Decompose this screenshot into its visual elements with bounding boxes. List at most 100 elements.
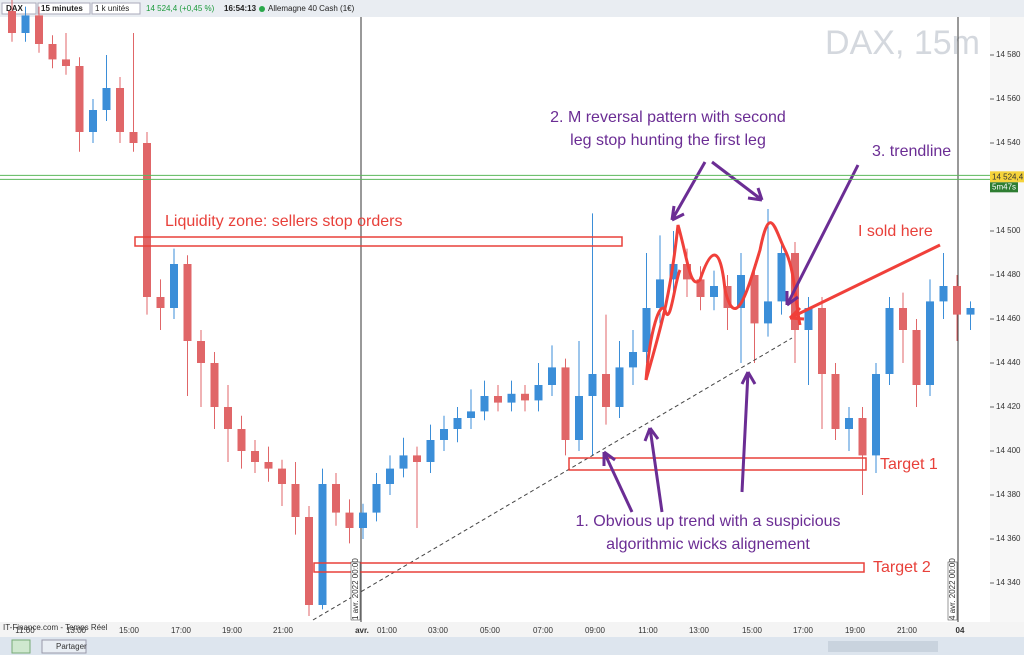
candle-body [264,462,273,469]
day-marker: 4 avr. 2022 00:00 [948,558,957,620]
candle-body [696,279,705,297]
annotation: I sold here [858,223,933,240]
candle-body [534,385,543,401]
candle-body [210,363,219,407]
candle-body [521,393,529,401]
x-tick-label: 13:00 [689,626,710,635]
candle-body [345,512,354,528]
candle-body [156,297,165,308]
x-tick-label: 15:00 [119,626,140,635]
x-tick-label: 17:00 [793,626,814,635]
candle-body [318,484,327,605]
candle-body [332,484,340,513]
purple-arrows [602,160,860,513]
day-marker-box [947,561,958,621]
candle-body [966,308,975,315]
candle-body [548,367,556,385]
annotation: leg stop hunting the first leg [570,132,766,149]
candle-body [89,110,97,132]
y-tick-label: 14 380 [996,490,1021,499]
candle-body [656,279,664,308]
y-tick-label: 14 400 [996,446,1021,455]
units-box[interactable] [91,2,141,15]
annotation: Liquidity zone: sellers stop orders [165,213,402,230]
y-tick-label: 14 560 [996,94,1021,103]
x-tick-label: 11:00 [15,626,35,635]
x-tick-label: 04 [956,626,965,635]
target1-zone [568,457,867,471]
x-tick-label: 11:00 [638,626,658,635]
candle-body [629,352,637,368]
annotation: 1. Obvious up trend with a suspicious [575,513,840,530]
candle-body [62,59,70,66]
candle-body [885,308,894,374]
units[interactable]: 1 k unités [95,4,129,13]
candle-body [386,468,394,484]
candle-body [224,407,232,429]
candle-body [116,88,124,132]
time-axis [0,622,1024,637]
candle-body [642,308,651,352]
candle-body [399,455,408,469]
candle-body [453,418,462,429]
x-tick-label: 07:00 [533,626,554,635]
y-tick-label: 14 500 [996,226,1021,235]
candle-body [480,396,489,412]
x-tick-label: 03:00 [428,626,449,635]
candle-body [170,264,178,308]
share[interactable]: Partager [56,642,87,651]
y-tick-label: 14 480 [996,270,1021,279]
candle-body [899,308,907,330]
instrument: Allemagne 40 Cash (1€) [268,4,355,13]
bottom-bar [0,637,1024,655]
x-tick-label: 19:00 [222,626,243,635]
symbol-box[interactable] [1,2,37,15]
candle-body [8,11,16,33]
x-tick-label: 21:00 [273,626,294,635]
interval[interactable]: 15 minutes [41,4,83,13]
candle-body [129,132,138,143]
candle-body [237,429,246,451]
y-tick-label: 14 440 [996,358,1021,367]
candle-body [683,264,691,280]
candle-body [305,517,313,605]
y-tick-label: 14 580 [996,50,1021,59]
y-tick-label: 14 460 [996,314,1021,323]
candle-body [75,66,84,132]
candle-body [588,374,597,396]
candle-body [440,429,448,440]
price-tag-label: 14 524,4 [992,172,1024,181]
candle-body [602,374,610,407]
x-tick-label: avr. [355,626,369,635]
candle-body [561,367,570,440]
x-tick-label: 15:00 [742,626,763,635]
candle-body [939,286,948,302]
watermark: DAX, 15m [825,24,980,62]
x-tick-label: 13:00 [66,626,87,635]
scrollbar[interactable] [828,641,938,652]
trendline [312,337,793,621]
symbol[interactable]: DAX [6,4,24,13]
candle-body [710,286,718,297]
candle-body [102,88,111,110]
m-pattern-drawing [644,269,682,381]
candle-body [291,484,300,517]
countdown-tag [990,182,1018,193]
build-button[interactable] [11,639,31,654]
share-button[interactable] [41,639,87,654]
annotation: 3. trendline [872,143,951,160]
x-tick-label: 17:00 [171,626,192,635]
price-tag [990,171,1024,183]
candle-body [143,143,151,297]
annotation: 2. M reversal pattern with second [550,109,786,126]
candle-body [912,330,921,385]
annotation: Target 2 [873,559,931,576]
source: IT-Finance.com - Temps Réel [3,623,108,632]
candle-body [737,275,745,308]
candle-body [818,308,826,374]
interval-box[interactable] [37,2,91,15]
y-tick-label: 14 360 [996,534,1021,543]
x-tick-label: 19:00 [845,626,866,635]
toolbar [0,0,1024,17]
